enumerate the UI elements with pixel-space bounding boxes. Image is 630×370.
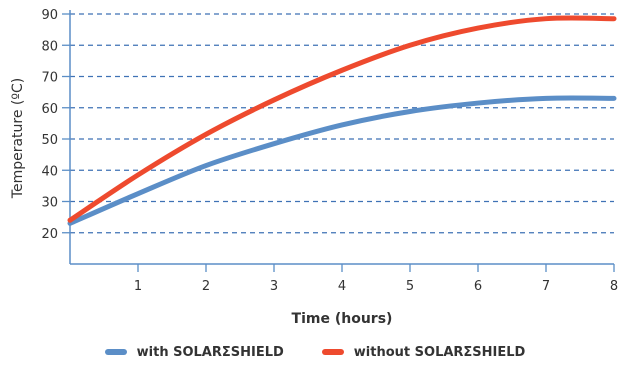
legend-item-without: without SOLARΣSHIELD (321, 344, 526, 360)
x-axis-label: Time (hours) (292, 311, 393, 327)
y-tick-label-70: 70 (41, 71, 58, 86)
x-tick-labels: 1 2 3 4 5 6 7 8 (134, 279, 618, 294)
legend-item-with: with SOLARΣSHIELD (104, 344, 284, 360)
y-axis-label: Temperature (ºC) (10, 78, 26, 199)
y-tick-label-20: 20 (41, 227, 58, 242)
y-tick-label-60: 60 (41, 102, 58, 117)
legend-label-without: without SOLARΣSHIELD (353, 344, 526, 360)
y-tick-label-30: 30 (41, 196, 58, 211)
x-tick-label-8: 8 (610, 279, 618, 294)
gridlines (70, 13, 614, 234)
series-line-with-solarshield (67, 95, 617, 226)
temperature-chart: 20 30 40 50 60 70 80 90 1 2 3 4 5 6 7 8 Temperature (º… (10, 8, 618, 327)
x-tick-label-6: 6 (474, 279, 482, 294)
legend: with SOLARΣSHIELD without SOLARΣSHIELD (0, 341, 630, 363)
y-tick-label-90: 90 (41, 8, 58, 23)
legend-swatch-without (321, 349, 344, 355)
x-tick-label-5: 5 (406, 279, 414, 294)
y-tick-label-40: 40 (41, 164, 58, 179)
y-tick-labels: 20 30 40 50 60 70 80 90 (41, 8, 58, 242)
x-tick-label-4: 4 (338, 279, 346, 294)
y-tick-label-50: 50 (41, 133, 58, 148)
x-tick-label-7: 7 (542, 279, 550, 294)
series-lines (67, 15, 617, 226)
series-line-without-solarshield (67, 15, 617, 223)
x-tick-label-2: 2 (202, 279, 210, 294)
x-tick-label-3: 3 (270, 279, 278, 294)
legend-label-with: with SOLARΣSHIELD (136, 344, 284, 360)
y-tick-label-80: 80 (41, 39, 58, 54)
x-tick-label-1: 1 (134, 279, 142, 294)
legend-swatch-with (104, 349, 127, 355)
